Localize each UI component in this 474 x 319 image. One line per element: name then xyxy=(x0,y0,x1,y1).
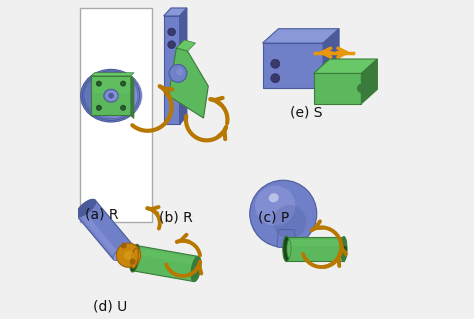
Circle shape xyxy=(271,59,280,68)
Ellipse shape xyxy=(124,251,134,260)
Ellipse shape xyxy=(104,89,118,102)
Text: (e) S: (e) S xyxy=(290,106,322,119)
Polygon shape xyxy=(180,8,187,124)
Polygon shape xyxy=(92,77,130,93)
Polygon shape xyxy=(314,59,377,73)
Circle shape xyxy=(169,64,187,82)
Polygon shape xyxy=(133,246,198,282)
Ellipse shape xyxy=(283,236,290,262)
Circle shape xyxy=(96,81,101,86)
Polygon shape xyxy=(176,40,196,51)
Polygon shape xyxy=(164,8,187,16)
Ellipse shape xyxy=(269,193,279,202)
Circle shape xyxy=(96,105,101,110)
Circle shape xyxy=(121,243,126,248)
Circle shape xyxy=(109,93,114,98)
Polygon shape xyxy=(79,210,120,258)
Polygon shape xyxy=(131,76,134,119)
Ellipse shape xyxy=(191,256,201,282)
Polygon shape xyxy=(164,16,180,124)
Text: (a) R: (a) R xyxy=(85,208,119,221)
Polygon shape xyxy=(263,43,323,88)
Text: (b) R: (b) R xyxy=(159,211,192,225)
Ellipse shape xyxy=(131,248,138,268)
Ellipse shape xyxy=(106,91,118,101)
Polygon shape xyxy=(91,73,134,76)
Polygon shape xyxy=(361,59,377,104)
Circle shape xyxy=(130,259,135,264)
Ellipse shape xyxy=(176,68,183,75)
Text: (c) P: (c) P xyxy=(258,211,289,225)
Polygon shape xyxy=(314,73,361,104)
Circle shape xyxy=(117,243,141,267)
Polygon shape xyxy=(277,230,296,247)
Ellipse shape xyxy=(81,70,141,122)
Circle shape xyxy=(357,84,365,93)
Polygon shape xyxy=(286,240,344,246)
Polygon shape xyxy=(91,76,131,115)
Text: (d) U: (d) U xyxy=(93,299,127,313)
Polygon shape xyxy=(263,29,339,43)
Circle shape xyxy=(168,28,175,36)
Polygon shape xyxy=(286,237,344,261)
Bar xyxy=(80,8,152,222)
Polygon shape xyxy=(77,200,132,260)
Circle shape xyxy=(120,81,126,86)
Ellipse shape xyxy=(76,199,96,217)
Ellipse shape xyxy=(130,244,140,272)
Ellipse shape xyxy=(341,237,347,261)
Circle shape xyxy=(255,186,295,226)
Circle shape xyxy=(168,41,175,48)
Ellipse shape xyxy=(82,77,114,115)
Polygon shape xyxy=(323,29,339,88)
Circle shape xyxy=(250,180,317,247)
Circle shape xyxy=(273,205,306,239)
Polygon shape xyxy=(168,48,208,118)
Ellipse shape xyxy=(287,240,291,258)
Circle shape xyxy=(341,246,346,251)
Circle shape xyxy=(120,105,126,110)
Ellipse shape xyxy=(113,243,133,261)
Ellipse shape xyxy=(92,73,143,118)
Polygon shape xyxy=(136,248,198,265)
Circle shape xyxy=(271,74,280,83)
